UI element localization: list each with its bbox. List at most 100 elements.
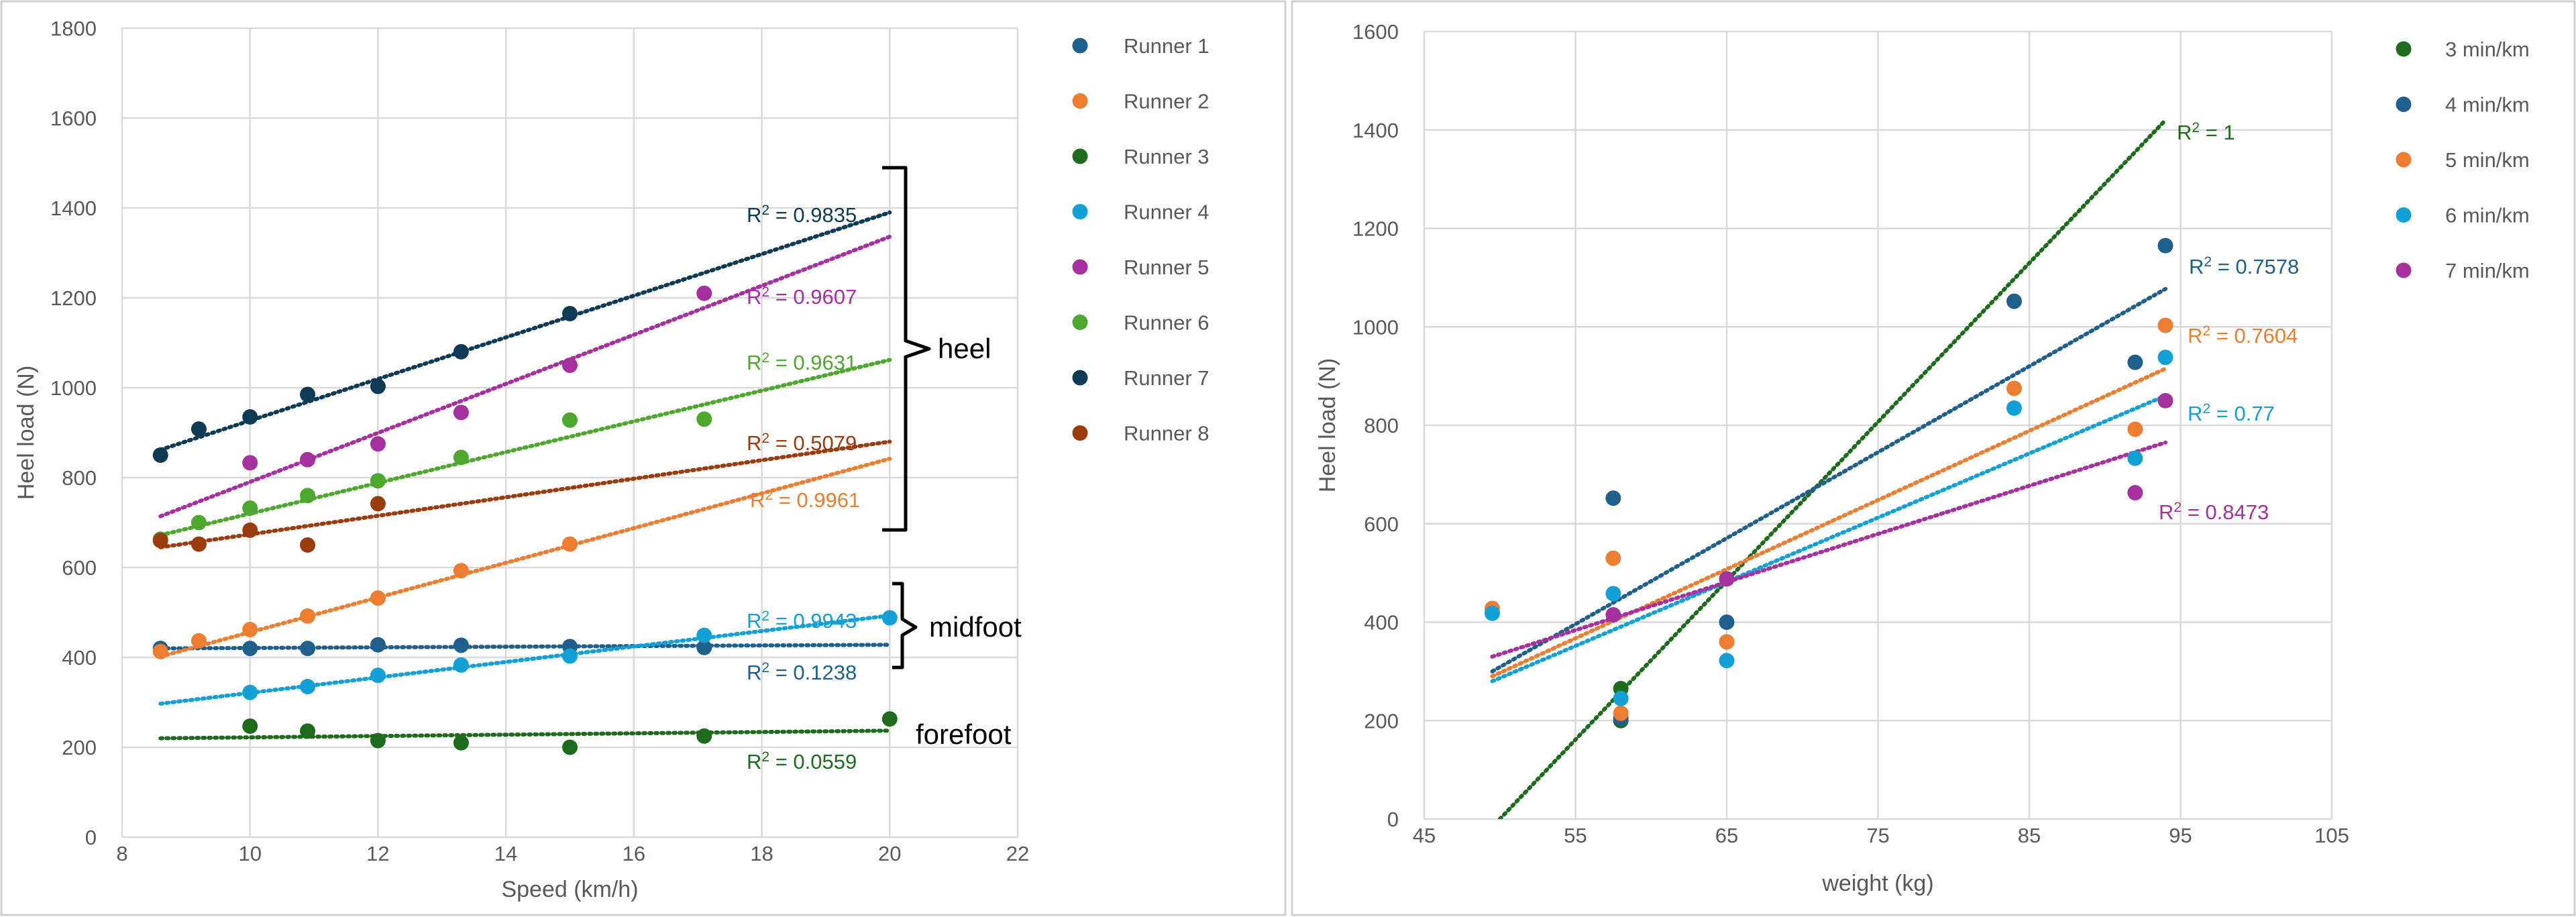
point-7-min-km [1719,571,1735,587]
legend-label-runner-2: Runner 2 [1124,90,1210,113]
x-tick-label: 65 [1715,824,1738,847]
point-runner-6 [562,412,578,428]
point-runner-6 [300,488,316,504]
trendline-3-min-km [1497,118,2167,819]
y-tick-label: 400 [1364,611,1399,635]
trendline-5-min-km [1490,366,2167,679]
point-5-min-km [2127,421,2143,437]
point-runner-3 [696,728,712,744]
data-points [1484,237,2174,729]
trendline-runner-7 [158,210,892,452]
trendline-runner-4 [158,613,892,706]
r-squared-6-min-km: R2 = 0.77 [2188,401,2275,426]
point-4-min-km [1605,490,1621,506]
legend-marker-5-min-km [2396,152,2412,168]
point-runner-1 [453,637,469,653]
point-runner-8 [300,537,316,553]
point-5-min-km [1719,634,1735,650]
point-4-min-km [2127,354,2143,370]
y-tick-label: 1400 [50,197,97,220]
x-tick-label: 55 [1564,824,1587,847]
y-tick-label: 800 [1364,414,1399,437]
y-axis-ticks: 0 200 400 600 800 1000 1200 1400 1600 1800 [50,17,97,849]
point-runner-4 [300,679,316,695]
x-tick-label: 45 [1413,824,1436,847]
y-axis-title: Heel load (N) [13,366,39,500]
point-7-min-km [2157,392,2174,409]
legend-label-runner-7: Runner 7 [1124,366,1210,390]
x-axis-ticks: 45 55 65 75 85 95 105 [1413,824,2349,847]
bracket-heel [882,166,931,532]
y-tick-label: 1000 [1352,315,1399,339]
point-runner-2 [453,563,469,579]
point-runner-7 [370,378,386,394]
left-chart-frame [0,0,1287,916]
data-points [152,285,898,755]
legend-label-runner-1: Runner 1 [1124,34,1210,58]
trendline-runner-8 [158,439,892,549]
point-runner-3 [881,711,898,727]
y-tick-label: 0 [85,826,97,849]
y-tick-label: 400 [62,646,97,669]
x-axis-title: Speed (km/h) [501,877,638,902]
point-6-min-km [1613,690,1629,706]
y-tick-label: 1200 [50,286,97,310]
point-runner-2 [242,621,258,637]
point-4-min-km [2157,237,2174,254]
point-runner-8 [242,522,258,538]
right-chart-frame [1291,0,2576,916]
y-tick-label: 0 [1387,808,1399,831]
point-runner-4 [242,684,258,700]
foot-region-annotations: heel midfoot forefoot [882,166,1022,750]
trendline-runner-2 [158,456,892,659]
point-runner-4 [370,667,386,684]
point-runner-6 [696,411,712,427]
legend-marker-6-min-km [2396,207,2412,223]
r-squared-3-min-km: R2 = 1 [2177,120,2235,145]
point-6-min-km [1719,653,1735,669]
trendline-runner-3 [158,729,892,741]
point-runner-1 [696,639,712,655]
point-runner-6 [242,500,258,517]
point-runner-2 [562,536,578,552]
legend: 3 min/km 4 min/km 5 min/km 6 min/km 7 min/km [2396,38,2530,282]
y-axis-title: Heel load (N) [1315,358,1340,492]
x-tick-label: 10 [238,842,261,865]
point-runner-4 [453,657,469,673]
legend-marker-runner-6 [1072,315,1088,330]
point-runner-4 [696,627,712,643]
trendline-4-min-km [1490,286,2167,673]
y-tick-label: 200 [62,736,97,759]
x-tick-label: 20 [878,842,901,865]
y-tick-label: 1400 [1352,119,1399,142]
trendline-7-min-km [1490,440,2167,659]
point-runner-2 [191,633,207,649]
y-tick-label: 200 [1364,709,1399,733]
legend-label-6-min-km: 6 min/km [2445,204,2530,227]
annotation-heel: heel [938,333,991,364]
point-runner-7 [242,409,258,425]
x-tick-label: 18 [750,842,773,865]
x-axis-title: weight (kg) [1821,871,1933,896]
legend-label-runner-6: Runner 6 [1124,311,1210,335]
point-5-min-km [1605,550,1621,566]
trendlines [158,210,892,741]
legend-marker-runner-4 [1072,204,1088,219]
y-tick-label: 1200 [1352,217,1399,241]
point-runner-1 [370,637,386,653]
trendline-runner-5 [158,234,892,519]
point-5-min-km [2157,317,2174,333]
x-tick-label: 95 [2169,824,2192,847]
point-6-min-km [1484,605,1500,621]
point-runner-7 [562,305,578,321]
y-tick-label: 1600 [50,107,97,130]
point-6-min-km [2006,400,2022,416]
legend-marker-runner-3 [1072,148,1088,164]
trendline-runner-1 [158,643,892,651]
legend-marker-runner-1 [1072,38,1088,54]
trendline-runner-6 [158,358,892,537]
x-tick-label: 12 [366,842,389,865]
legend-label-runner-8: Runner 8 [1124,422,1210,445]
legend-marker-7-min-km [2396,262,2412,278]
